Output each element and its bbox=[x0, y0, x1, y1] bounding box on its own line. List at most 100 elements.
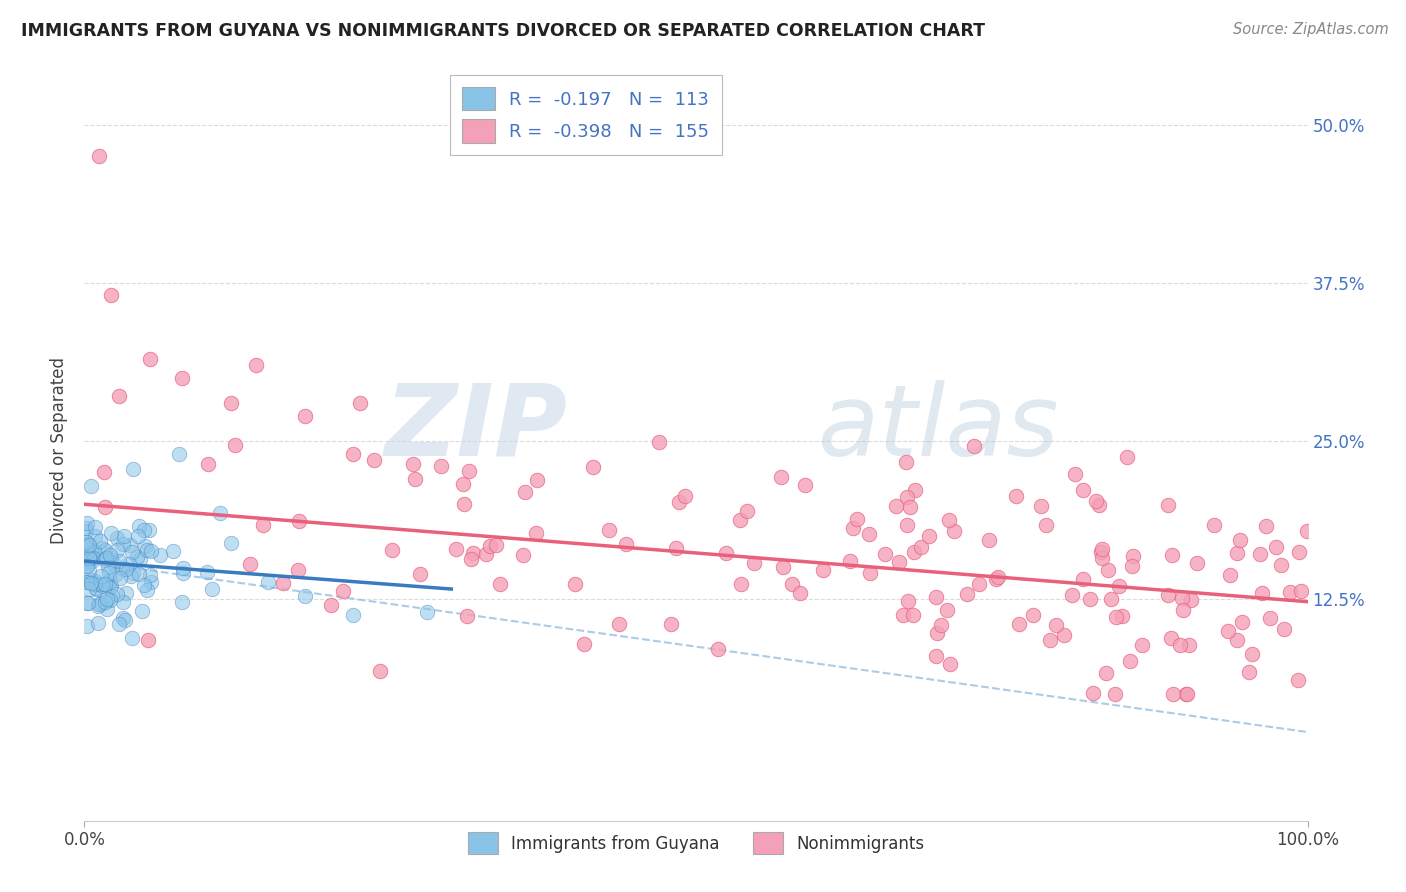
Point bbox=[939, 657, 962, 671]
Point bbox=[984, 572, 1007, 586]
Point bbox=[257, 574, 280, 589]
Point bbox=[77, 582, 100, 596]
Point bbox=[1180, 592, 1202, 607]
Point bbox=[83, 520, 105, 534]
Point bbox=[1177, 638, 1199, 652]
Point bbox=[97, 559, 120, 574]
Point bbox=[252, 517, 274, 532]
Legend: Immigrants from Guyana, Nonimmigrants: Immigrants from Guyana, Nonimmigrants bbox=[461, 826, 931, 861]
Point bbox=[910, 540, 932, 554]
Point bbox=[172, 370, 194, 384]
Point bbox=[94, 543, 117, 558]
Point bbox=[100, 550, 122, 565]
Point bbox=[84, 574, 107, 588]
Point bbox=[149, 548, 172, 562]
Point bbox=[1289, 584, 1312, 599]
Point bbox=[1008, 616, 1031, 631]
Point bbox=[84, 581, 107, 595]
Point bbox=[112, 529, 135, 543]
Point bbox=[75, 550, 97, 565]
Point bbox=[76, 554, 98, 568]
Point bbox=[648, 434, 671, 449]
Point bbox=[134, 539, 156, 553]
Point bbox=[1053, 628, 1076, 642]
Point bbox=[659, 617, 682, 632]
Point bbox=[1229, 533, 1251, 547]
Point bbox=[901, 608, 924, 623]
Point bbox=[89, 533, 111, 548]
Point bbox=[456, 609, 478, 624]
Point bbox=[172, 595, 194, 609]
Point bbox=[489, 577, 512, 591]
Point bbox=[891, 607, 914, 622]
Point bbox=[918, 529, 941, 543]
Point bbox=[1063, 467, 1085, 482]
Point bbox=[118, 557, 141, 571]
Point bbox=[1039, 632, 1062, 647]
Point bbox=[1295, 524, 1317, 538]
Point bbox=[112, 595, 135, 609]
Point bbox=[1088, 498, 1111, 512]
Point bbox=[402, 457, 425, 471]
Point bbox=[120, 568, 142, 582]
Point bbox=[1286, 673, 1309, 687]
Point bbox=[1035, 518, 1057, 533]
Point bbox=[197, 457, 219, 471]
Point bbox=[1097, 563, 1119, 577]
Point bbox=[524, 526, 547, 541]
Point bbox=[453, 497, 475, 511]
Point bbox=[100, 288, 122, 302]
Point bbox=[1111, 608, 1133, 623]
Point bbox=[1249, 548, 1271, 562]
Point bbox=[526, 473, 548, 487]
Point bbox=[730, 513, 752, 527]
Point bbox=[1173, 603, 1195, 617]
Point bbox=[77, 537, 100, 551]
Point bbox=[1241, 647, 1264, 661]
Point bbox=[1219, 568, 1241, 582]
Point bbox=[82, 544, 104, 558]
Point bbox=[943, 524, 966, 539]
Point bbox=[127, 529, 149, 543]
Point bbox=[675, 489, 697, 503]
Point bbox=[75, 521, 97, 535]
Point bbox=[1104, 687, 1126, 701]
Point bbox=[114, 613, 136, 627]
Point bbox=[1171, 591, 1194, 605]
Point bbox=[1062, 588, 1084, 602]
Point bbox=[342, 608, 364, 623]
Point bbox=[1258, 611, 1281, 625]
Point bbox=[460, 552, 482, 566]
Point bbox=[1279, 585, 1302, 599]
Point bbox=[294, 409, 316, 423]
Point bbox=[772, 560, 794, 574]
Point bbox=[122, 462, 145, 476]
Point bbox=[607, 616, 630, 631]
Point bbox=[100, 526, 122, 541]
Point bbox=[76, 596, 98, 610]
Text: IMMIGRANTS FROM GUYANA VS NONIMMIGRANTS DIVORCED OR SEPARATED CORRELATION CHART: IMMIGRANTS FROM GUYANA VS NONIMMIGRANTS … bbox=[21, 22, 986, 40]
Point bbox=[1175, 687, 1198, 701]
Point bbox=[512, 548, 534, 562]
Point bbox=[105, 542, 128, 557]
Text: atlas: atlas bbox=[818, 380, 1060, 476]
Point bbox=[172, 566, 194, 580]
Point bbox=[1288, 545, 1310, 559]
Point bbox=[770, 470, 793, 484]
Point bbox=[134, 578, 156, 592]
Point bbox=[90, 569, 112, 583]
Point bbox=[744, 556, 766, 570]
Point bbox=[96, 550, 118, 565]
Point bbox=[789, 586, 811, 600]
Point bbox=[86, 616, 108, 631]
Point bbox=[101, 589, 124, 603]
Point bbox=[136, 633, 159, 648]
Point bbox=[75, 535, 97, 549]
Point bbox=[97, 566, 120, 580]
Point bbox=[111, 562, 134, 576]
Point bbox=[1226, 632, 1249, 647]
Point bbox=[1170, 638, 1192, 652]
Point bbox=[1122, 549, 1144, 564]
Point bbox=[897, 594, 920, 608]
Point bbox=[730, 577, 752, 591]
